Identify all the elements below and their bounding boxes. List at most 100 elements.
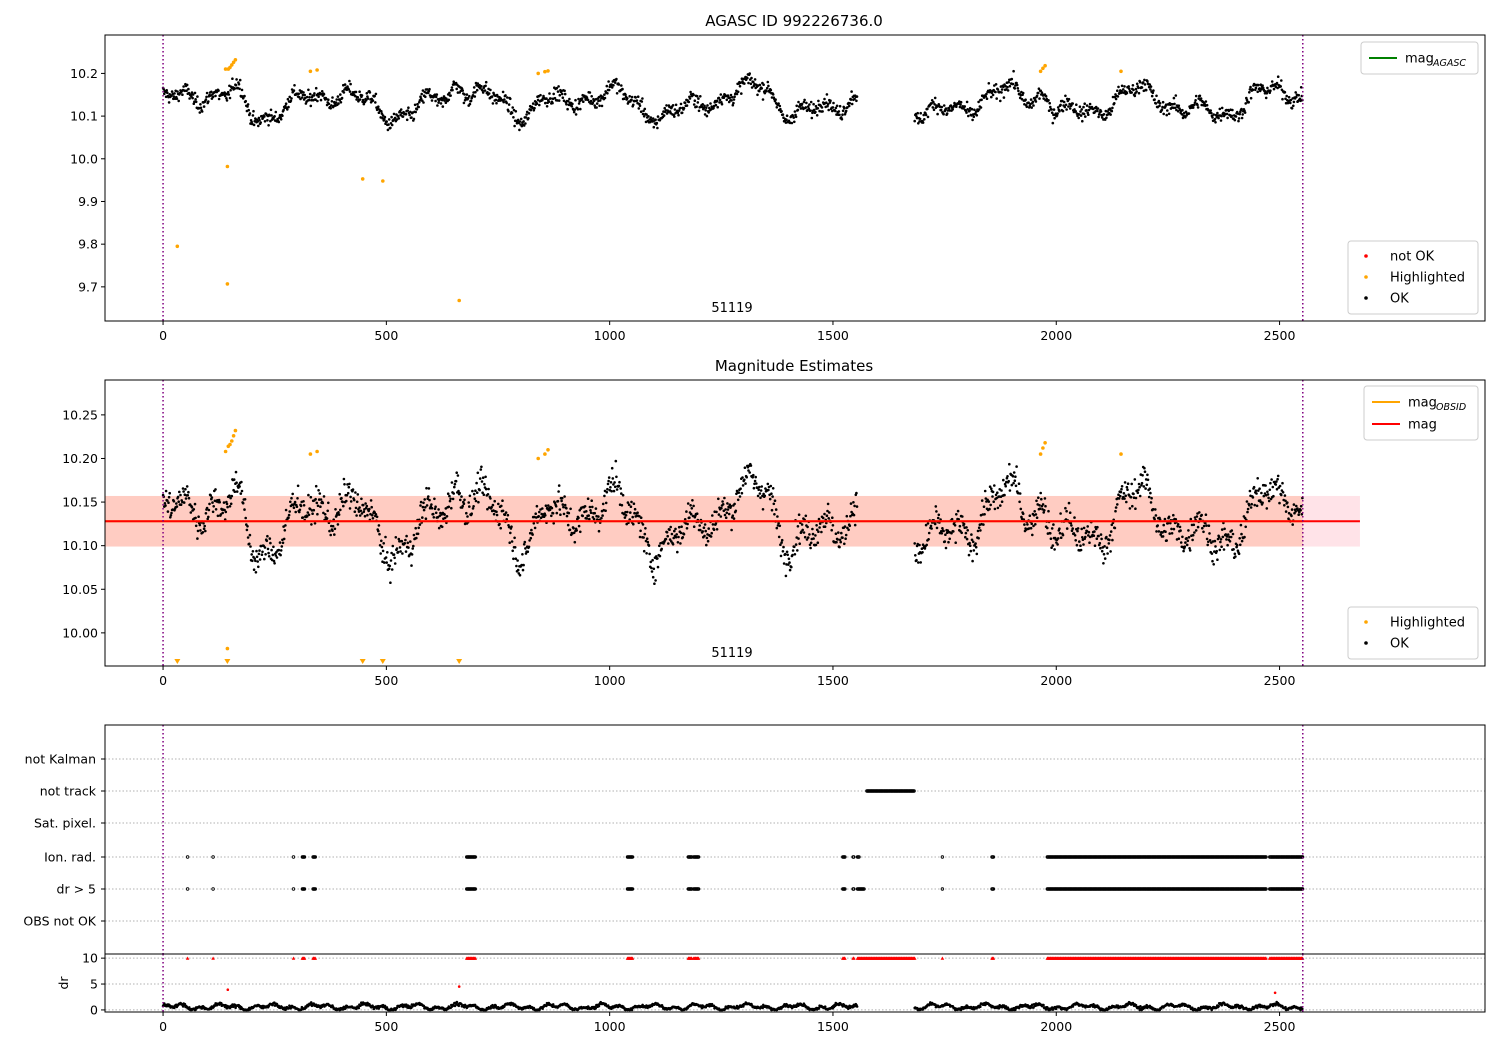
ok-point [808,103,811,106]
ok-point [673,115,676,118]
ok-point [292,89,296,92]
ok-point [522,543,526,546]
ok-point [168,491,171,495]
ok-point [191,93,195,96]
x-tick-label: 1000 [594,673,626,688]
ok-point [474,499,478,503]
ok-point [216,514,220,518]
ok-point [1219,538,1223,541]
ok-point [1120,84,1124,88]
ok-point [1050,111,1054,114]
ok-point [257,552,261,556]
ok-point [701,530,704,533]
ok-point [1123,481,1127,484]
ok-point [532,109,536,112]
ok-point [729,504,733,508]
ok-point [419,504,422,507]
ok-point [613,481,616,484]
ok-point [383,561,386,564]
ok-point [759,496,762,500]
ok-point [1226,533,1230,536]
ok-point [278,541,282,544]
ok-point [1198,511,1201,514]
ok-point [337,513,341,516]
ok-point [639,529,642,533]
ok-point [627,503,631,507]
ok-point [1208,532,1211,535]
ok-point [785,114,789,117]
ok-point [200,110,204,113]
ok-point [249,545,252,548]
ok-point [258,549,261,552]
ok-point [604,509,607,512]
ok-point [618,480,621,484]
ok-point [761,508,765,511]
ok-point [1148,83,1152,86]
ok-point [1003,493,1006,497]
ok-point [484,487,488,491]
ok-point [965,526,968,529]
ok-point [291,492,295,496]
dr-capped-marker [630,956,635,960]
ok-point [1250,502,1253,506]
ok-point [748,471,751,474]
ok-point [238,78,242,82]
ok-point [565,514,569,518]
ok-point [430,503,433,506]
ok-point [984,497,988,500]
agasc-axes-frame [104,34,1486,322]
ok-point [1292,503,1296,506]
ok-point [340,96,344,100]
ok-point [479,468,483,471]
ok-point [803,535,807,539]
ok-point [723,496,726,500]
ok-point [921,121,925,124]
ok-point [176,495,180,499]
ok-point [507,525,511,529]
ok-point [562,512,566,516]
ok-point [1264,96,1268,100]
ok-point [1053,548,1056,551]
ok-point [297,92,301,96]
ok-point [1256,477,1259,480]
ok-point [487,92,491,95]
ok-point [1170,527,1173,531]
ok-point [246,536,250,539]
ok-point [475,491,479,495]
flag-category-label: Sat. pixel. [34,816,96,831]
ok-point [999,504,1002,507]
ok-point [556,499,560,503]
ok-point [968,109,971,112]
ok-point [465,93,469,96]
ok-point [1128,507,1132,510]
ok-point [346,85,349,88]
ok-point [688,516,691,519]
ok-point [809,541,813,545]
flag-point [291,887,296,891]
ok-point [187,91,191,95]
ok-point [566,100,570,103]
ok-point [1287,95,1291,99]
ok-point [683,101,687,105]
ok-point [1065,527,1069,530]
ok-point [443,513,446,516]
ok-point [702,526,706,529]
ok-point [1294,91,1297,94]
ok-point [1264,90,1267,93]
ok-point [840,117,844,121]
ok-point [1143,466,1146,470]
ok-point [320,90,324,93]
ok-point [726,94,730,97]
ok-point [315,501,319,505]
ok-point [922,113,925,117]
ok-point [1097,115,1100,119]
ok-point [1157,530,1161,533]
ok-point [430,506,434,510]
ok-point [299,504,303,508]
ok-point [917,561,920,564]
ok-point [1234,555,1237,558]
ok-point [476,471,480,475]
ok-point [515,564,518,568]
ok-point [814,110,817,114]
ok-point [228,494,231,498]
